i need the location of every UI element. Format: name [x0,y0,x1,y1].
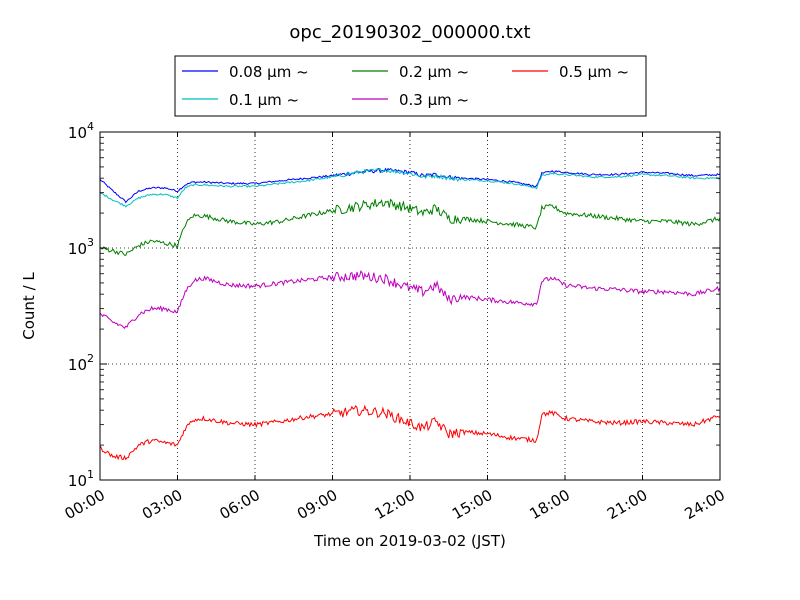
x-tick-label: 18:00 [527,486,573,523]
series-line [99,198,721,256]
y-tick-label: 102 [68,352,94,374]
legend-label: 0.3 μm ~ [399,91,469,109]
x-tick-label: 24:00 [682,486,728,523]
axis-ticks: 00:00 03:00 06:00 09:00 12:00 15:00 18:00 21:00… [62,120,728,523]
y-tick-label: 104 [68,120,94,142]
series-lines [99,167,721,461]
series-line [99,270,721,329]
series-line [99,168,721,208]
legend-label: 0.08 μm ~ [229,63,309,81]
chart-title: opc_20190302_000000.txt [289,22,530,43]
legend-frame [174,55,647,117]
y-tick-label: 101 [68,468,94,490]
x-tick-label: 03:00 [139,486,185,523]
x-tick-label: 15:00 [449,486,495,523]
legend-label: 0.2 μm ~ [399,63,469,81]
x-axis-label: Time on 2019-03-02 (JST) [313,532,506,550]
x-tick-label: 06:00 [217,486,263,523]
legend: 0.08 μm ~ 0.1 μm ~ 0.2 μm ~ 0.3 μm ~ 0.5 μm … [174,55,647,117]
x-tick-label: 21:00 [604,486,650,523]
y-tick-label: 103 [68,236,94,258]
x-tick-label: 12:00 [372,486,418,523]
y-axis-label: Count / L [20,272,38,340]
x-tick-label: 09:00 [294,486,340,523]
grid-lines [100,132,720,480]
legend-label: 0.1 μm ~ [229,91,299,109]
legend-label: 0.5 μm ~ [559,63,629,81]
series-line [99,404,721,461]
x-tick-label: 00:00 [62,486,108,523]
